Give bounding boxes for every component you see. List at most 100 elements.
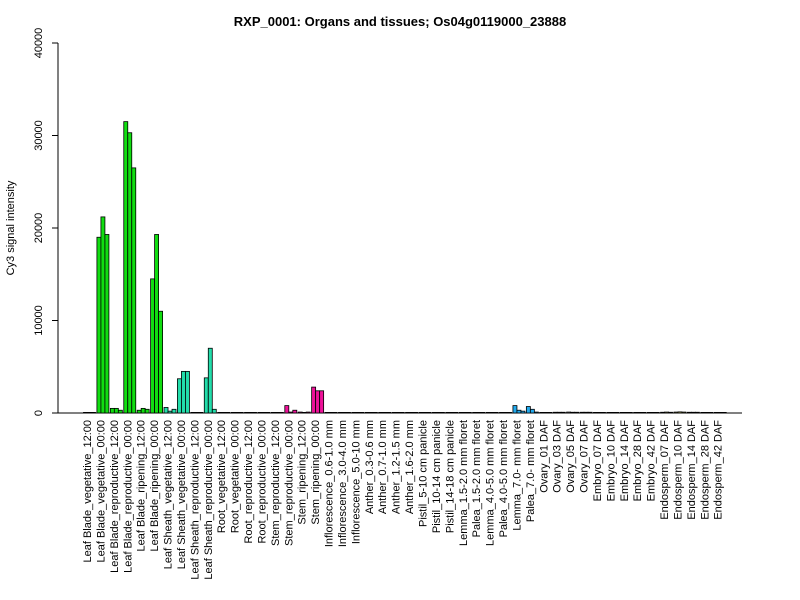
bar bbox=[338, 411, 343, 414]
x-tick-label: Ovary_01 DAF bbox=[538, 420, 550, 493]
bar bbox=[177, 378, 182, 414]
x-tick-label: Pistil_10-14 cm panicle bbox=[431, 420, 443, 533]
bar bbox=[601, 411, 606, 414]
bar bbox=[311, 386, 317, 414]
x-tick-label: Root_reproductive_12:00 bbox=[243, 420, 255, 544]
bar bbox=[163, 407, 169, 414]
bar bbox=[225, 411, 231, 414]
x-tick-label: Leaf Sheath_reproductive_12:00 bbox=[189, 420, 201, 580]
bar bbox=[507, 411, 512, 414]
bar bbox=[525, 406, 531, 414]
bar bbox=[190, 411, 196, 414]
bar bbox=[543, 411, 549, 414]
bar bbox=[167, 410, 173, 414]
bar bbox=[660, 411, 665, 414]
bar bbox=[368, 411, 374, 414]
bar bbox=[324, 411, 330, 414]
bar bbox=[436, 411, 441, 414]
bar bbox=[238, 411, 244, 414]
y-tick-label: 20000 bbox=[33, 213, 45, 244]
bar bbox=[136, 409, 142, 414]
bar bbox=[278, 411, 284, 414]
x-tick-label: Endosperm_42 DAF bbox=[713, 420, 725, 520]
bar bbox=[476, 411, 482, 414]
bar bbox=[123, 121, 129, 414]
bar bbox=[127, 132, 133, 414]
x-tick-label: Stem_reproductive_12:00 bbox=[270, 420, 282, 546]
bar bbox=[409, 411, 414, 414]
bar bbox=[217, 411, 223, 414]
bar bbox=[346, 411, 351, 414]
bar bbox=[198, 411, 204, 414]
bar bbox=[355, 411, 361, 414]
bar bbox=[574, 411, 580, 414]
bar bbox=[274, 411, 280, 414]
bar bbox=[673, 411, 679, 414]
bar bbox=[445, 411, 451, 414]
x-tick-label: Pistil_5-10 cm panicle bbox=[418, 420, 430, 527]
y-tick-label: 40000 bbox=[33, 28, 45, 59]
bar bbox=[529, 408, 535, 414]
bar bbox=[117, 409, 123, 414]
x-tick-label: Leaf Blade_ripening_00:00 bbox=[149, 420, 161, 552]
bar bbox=[171, 408, 177, 414]
bar bbox=[472, 411, 478, 414]
bar bbox=[597, 411, 602, 414]
bar bbox=[418, 411, 424, 414]
x-tick-label: Root_vegetative_00:00 bbox=[230, 420, 242, 533]
x-tick-label: Lemma_7.0- mm floret bbox=[511, 420, 523, 531]
bar bbox=[297, 411, 303, 414]
bar bbox=[579, 411, 585, 414]
bar bbox=[422, 411, 428, 414]
bar bbox=[150, 278, 156, 414]
bar bbox=[87, 411, 92, 414]
bar bbox=[440, 411, 445, 414]
bar bbox=[641, 411, 647, 414]
bar bbox=[364, 411, 370, 414]
bar bbox=[650, 411, 656, 414]
bar bbox=[499, 411, 504, 414]
bar bbox=[194, 411, 200, 414]
bar bbox=[104, 234, 110, 414]
bar bbox=[113, 407, 119, 414]
bar bbox=[593, 411, 598, 414]
x-tick-label: Leaf Sheath_vegetative_12:00 bbox=[163, 420, 175, 569]
bar bbox=[359, 411, 365, 414]
bar bbox=[646, 411, 652, 414]
bar bbox=[382, 411, 388, 414]
bar bbox=[244, 411, 249, 414]
bar bbox=[583, 411, 589, 414]
bar bbox=[614, 411, 620, 414]
bar bbox=[342, 411, 347, 414]
bar bbox=[520, 410, 526, 414]
x-tick-label: Anther_1.2-1.5 mm bbox=[391, 420, 403, 514]
bar bbox=[221, 411, 227, 414]
bar bbox=[288, 411, 294, 414]
y-tick-label: 30000 bbox=[33, 120, 45, 151]
x-tick-label: Stem_reproductive_00:00 bbox=[283, 420, 295, 546]
bar bbox=[566, 411, 572, 414]
bar bbox=[252, 411, 257, 414]
x-tick-label: Leaf Blade_reproductive_12:00 bbox=[109, 420, 121, 573]
bar bbox=[610, 411, 616, 414]
x-tick-label: Embryo_42 DAF bbox=[646, 420, 658, 502]
x-tick-label: Embryo_10 DAF bbox=[605, 420, 617, 502]
bar bbox=[512, 405, 518, 414]
bar bbox=[144, 408, 150, 414]
x-tick-label: Anther_0.3-0.6 mm bbox=[364, 420, 376, 514]
bar bbox=[721, 411, 727, 414]
bar bbox=[386, 411, 392, 414]
bar bbox=[637, 411, 643, 414]
x-tick-label: Inflorescence_3.0-4.0 mm bbox=[337, 420, 349, 547]
x-tick-label: Embryo_28 DAF bbox=[632, 420, 644, 502]
x-tick-label: Root_reproductive_00:00 bbox=[256, 420, 268, 544]
bar bbox=[704, 411, 710, 414]
x-tick-label: Stem_ripening_00:00 bbox=[310, 420, 322, 525]
x-tick-label: Palea_7.0- mm floret bbox=[525, 420, 537, 522]
x-tick-label: Palea_4.0-5.0 mm floret bbox=[498, 420, 510, 537]
bar bbox=[372, 411, 378, 414]
bar bbox=[351, 411, 357, 414]
bar bbox=[261, 411, 267, 414]
bar bbox=[606, 411, 612, 414]
bar bbox=[426, 411, 432, 414]
